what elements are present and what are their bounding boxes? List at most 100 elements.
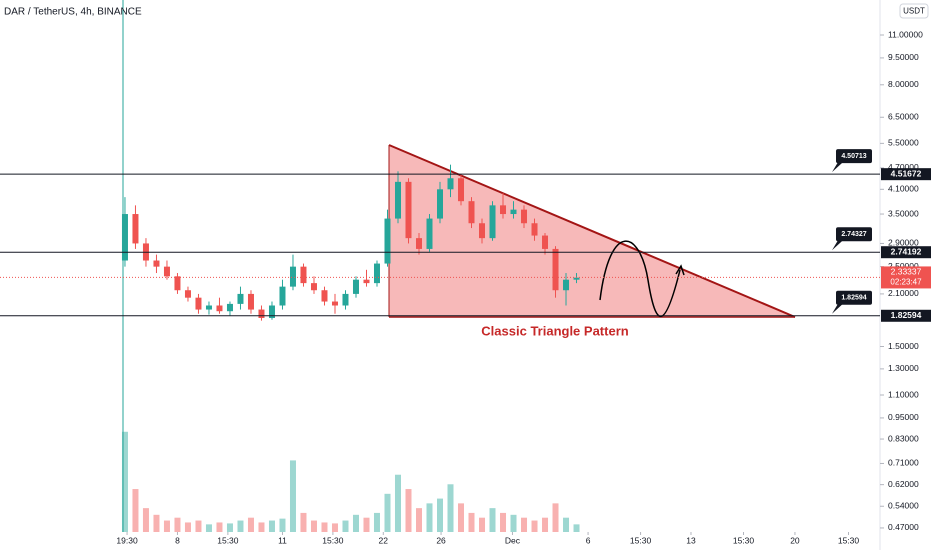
level-label-box: [881, 309, 931, 322]
candle-body: [132, 214, 139, 244]
x-tick-label: 15:30: [217, 535, 239, 545]
callout-box: [836, 290, 872, 305]
level-label: 4.51672: [891, 168, 922, 178]
x-tick-label: 6: [586, 535, 591, 545]
volume-bar: [300, 512, 307, 532]
marks: [121, 164, 580, 532]
candle-body: [226, 303, 233, 312]
level-label: 1.82594: [891, 310, 922, 320]
candle-body: [310, 283, 317, 291]
candle-body: [384, 218, 391, 264]
volume-bar: [500, 512, 507, 532]
candle-body: [521, 209, 528, 224]
candle-body: [542, 235, 549, 249]
candle-body: [426, 218, 433, 249]
countdown: 02:23:47: [890, 278, 922, 287]
volume-bar: [321, 522, 328, 532]
candle-body: [500, 205, 507, 215]
level-label: 2.74192: [891, 246, 922, 256]
y-tick-label: 0.95000: [888, 412, 919, 422]
y-tick-label: 0.47000: [888, 522, 919, 532]
currency-box[interactable]: [899, 3, 929, 19]
volume-bar: [163, 520, 170, 532]
candle-body: [237, 293, 244, 304]
x-tick-label: 15:30: [838, 535, 860, 545]
volume-bar: [121, 431, 128, 532]
level-label-box: [881, 246, 931, 259]
volume-bar: [531, 520, 538, 532]
x-tick-label: 11: [278, 535, 287, 545]
y-tick-label: 3.50000: [888, 208, 919, 218]
candle-body: [479, 223, 486, 239]
x-tick-label: 26: [436, 535, 446, 545]
volume-bar: [384, 493, 391, 532]
volume-bar: [153, 514, 160, 532]
candle-body: [531, 223, 538, 236]
volume-bar: [510, 514, 517, 532]
volume-bar: [279, 518, 286, 532]
y-tick-label: 1.10000: [888, 389, 919, 399]
x-tick-label: 15:30: [630, 535, 652, 545]
callout-label: 4.50713: [841, 153, 866, 160]
candle-body: [468, 201, 475, 224]
candle-body: [216, 305, 223, 312]
candle-body: [447, 178, 454, 190]
volume-bar: [310, 520, 317, 532]
callout-box: [836, 227, 872, 242]
y-tick-label: 5.50000: [888, 138, 919, 148]
volume-bar: [289, 460, 296, 532]
volume-bar: [205, 524, 212, 532]
volume-bar: [258, 522, 265, 532]
x-tick-label: 19:30: [116, 535, 138, 545]
volume-bar: [363, 517, 370, 532]
volume-bar: [479, 517, 486, 532]
volume-bar: [489, 508, 496, 532]
volume-bar: [331, 523, 338, 532]
chart-title: DAR / TetherUS, 4h, BINANCE: [4, 7, 142, 18]
y-tick-label: 8.00000: [888, 79, 919, 89]
candle-body: [184, 290, 191, 298]
volume-bar: [142, 508, 149, 532]
y-tick-label: 11.00000: [888, 29, 923, 39]
candle-body: [279, 286, 286, 306]
candle-body: [321, 290, 328, 302]
y-tick-label: 0.71000: [888, 458, 919, 468]
y-tick-label: 0.83000: [888, 433, 919, 443]
candle-body: [163, 266, 170, 277]
triangle-edge: [388, 144, 796, 318]
candle-body: [195, 297, 202, 310]
candle-body: [415, 238, 422, 249]
y-tick-label: 0.62000: [888, 479, 919, 489]
candle-body: [174, 276, 181, 291]
candle-body: [405, 181, 412, 239]
volume-bar: [447, 484, 454, 532]
y-tick-label: 0.54000: [888, 500, 919, 510]
candle-body: [363, 279, 370, 284]
candle-body: [247, 293, 254, 310]
callout-pointer: [832, 162, 843, 173]
volume-bar: [573, 524, 580, 532]
currency: USDT: [903, 7, 925, 16]
volume-bar: [437, 498, 443, 532]
y-tick-label: 9.50000: [888, 52, 919, 62]
candle-body: [342, 293, 349, 306]
x-tick-label: 22: [379, 535, 389, 545]
volume-bar: [552, 503, 559, 532]
callout-pointer: [832, 303, 843, 314]
volume-bar: [373, 512, 380, 532]
callout-box: [836, 149, 872, 164]
candle-body: [331, 301, 338, 306]
volume-bar: [352, 514, 359, 532]
volume-bar: [247, 517, 254, 532]
x-tick-label: 20: [790, 535, 800, 545]
y-tick-label: 2.10000: [888, 288, 919, 298]
candle-body: [489, 205, 496, 239]
candle-body: [289, 266, 296, 287]
projection-arrow: [675, 264, 685, 276]
volume-bar: [216, 522, 223, 532]
volume-bar: [195, 520, 202, 532]
volume-bar: [342, 520, 349, 532]
volume-bar: [237, 520, 244, 532]
volume-bar: [563, 517, 570, 532]
